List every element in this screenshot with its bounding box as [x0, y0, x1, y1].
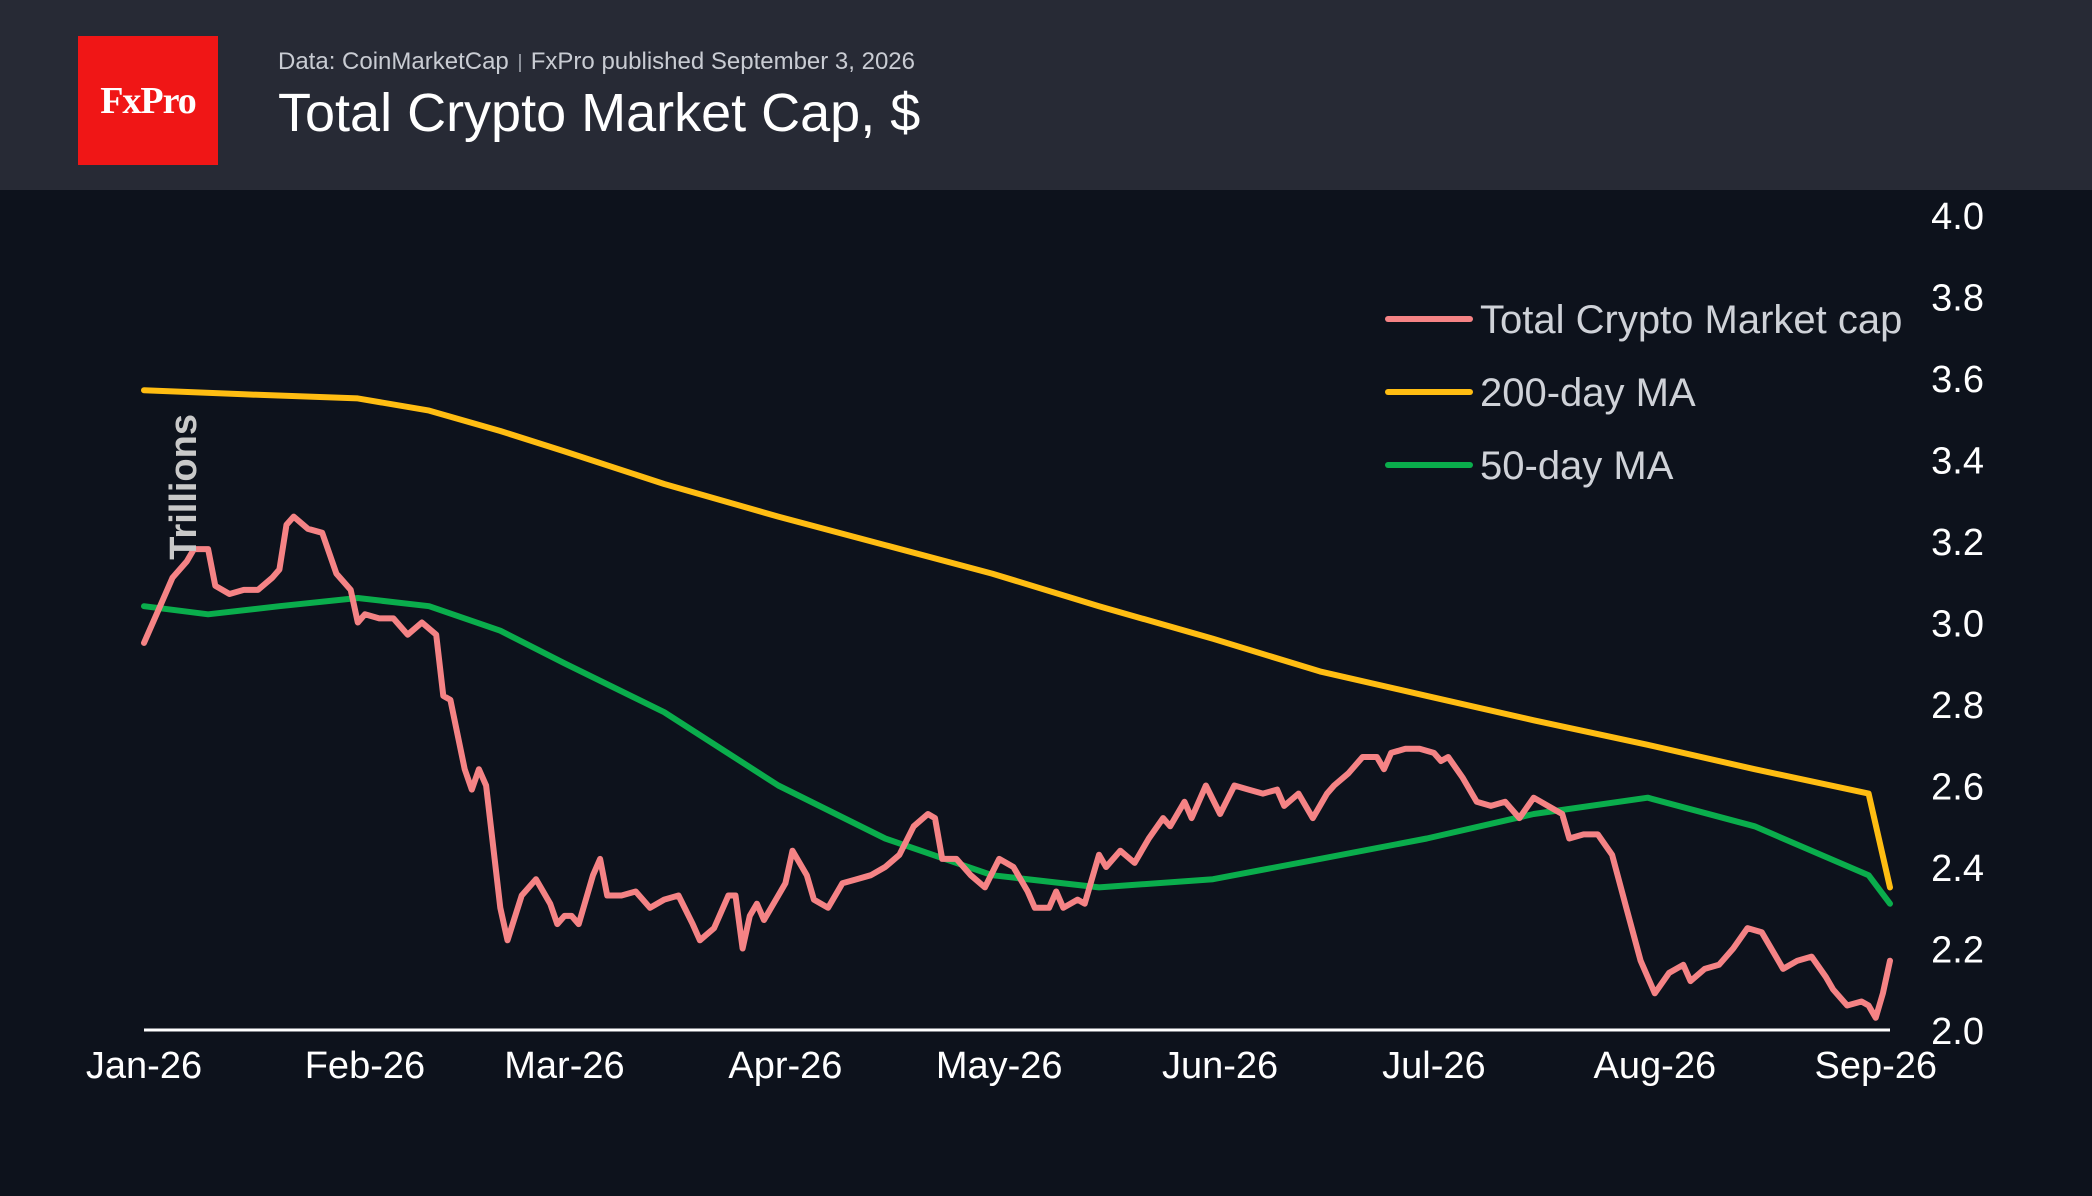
y-tick-label: 3.0 — [1931, 604, 1984, 646]
y-tick-label: 3.4 — [1931, 441, 1984, 483]
legend-label: 200-day MA — [1480, 371, 1696, 415]
x-tick-label: Jul-26 — [1382, 1045, 1486, 1087]
y-tick-label: 4.0 — [1931, 196, 1984, 238]
header-bar: FxPro Data: CoinMarketCap FxPro published… — [0, 0, 2092, 190]
publish-info: FxPro published September 3, 2026 — [530, 48, 915, 75]
legend: Total Crypto Market cap 200-day MA 50-day … — [1385, 298, 1902, 488]
y-tick-label: 2.8 — [1931, 685, 1984, 727]
chart-area: 2.0 2.2 2.4 2.6 2.8 3.0 3.2 3.4 3.6 3.8 4.0 Jan-26… — [86, 196, 1984, 1087]
meta-divider — [518, 53, 521, 72]
x-tick-label: Mar-26 — [504, 1045, 624, 1087]
x-tick-label: Jan-26 — [86, 1045, 202, 1087]
y-tick-label: 2.6 — [1931, 767, 1984, 809]
x-axis-ticks: Jan-26 Feb-26 Mar-26 Apr-26 May-26 Jun-26 Jul-… — [86, 1045, 1937, 1087]
y-axis-label: Trillions — [163, 414, 205, 560]
x-tick-label: Apr-26 — [728, 1045, 842, 1087]
y-tick-label: 3.6 — [1931, 359, 1984, 401]
x-tick-label: Sep-26 — [1814, 1045, 1937, 1087]
legend-label: 50-day MA — [1480, 444, 1674, 488]
chart-title: Total Crypto Market Cap, $ — [278, 83, 921, 143]
y-tick-label: 2.0 — [1931, 1011, 1984, 1053]
chart-meta: Data: CoinMarketCap FxPro published Septe… — [278, 48, 915, 76]
y-tick-label: 3.2 — [1931, 522, 1984, 564]
y-axis-ticks: 2.0 2.2 2.4 2.6 2.8 3.0 3.2 3.4 3.6 3.8 4.0 — [1931, 196, 1984, 1053]
y-tick-label: 2.4 — [1931, 848, 1984, 890]
series-line-50-day-ma — [141, 595, 1893, 907]
y-tick-label: 2.2 — [1931, 930, 1984, 972]
legend-label: Total Crypto Market cap — [1480, 298, 1902, 342]
series-line-total-crypto-market-cap — [141, 513, 1893, 1021]
logo-text: FxPro — [100, 79, 197, 122]
x-tick-label: Feb-26 — [305, 1045, 425, 1087]
data-source: Data: CoinMarketCap — [278, 48, 509, 75]
series-line-200-day-ma — [141, 387, 1893, 891]
x-tick-label: Aug-26 — [1594, 1045, 1717, 1087]
fxpro-logo: FxPro — [78, 36, 218, 165]
x-tick-label: May-26 — [936, 1045, 1063, 1087]
x-tick-label: Jun-26 — [1162, 1045, 1278, 1087]
y-tick-label: 3.8 — [1931, 278, 1984, 320]
series-lines — [141, 387, 1893, 1021]
